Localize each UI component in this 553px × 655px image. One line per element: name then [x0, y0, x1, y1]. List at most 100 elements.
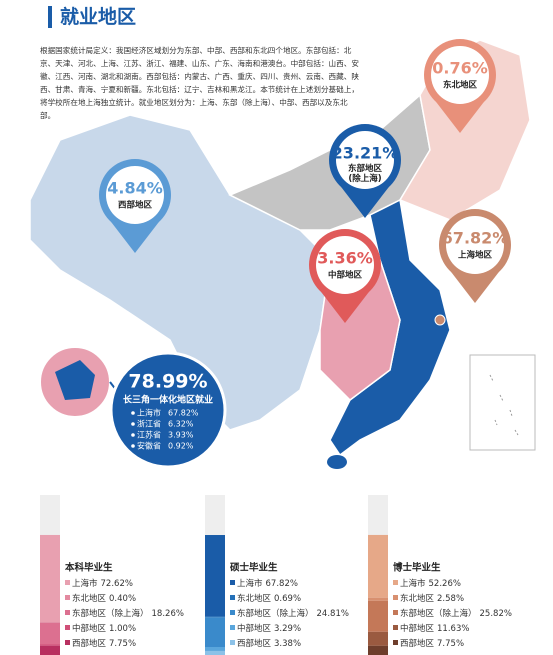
legend-label: 东北地区 2.58% — [400, 593, 464, 604]
pin-face — [336, 131, 394, 189]
chart-title: 博士毕业生 — [393, 562, 441, 574]
bar-segment — [368, 597, 388, 601]
bar-segment — [40, 534, 60, 623]
delta-item-value: 67.82% — [168, 409, 199, 418]
pin-value: 4.84% — [107, 179, 163, 198]
chart-title: 硕士毕业生 — [230, 562, 278, 574]
pin-label: 东部地区(除上海) — [348, 163, 383, 184]
legend-swatch — [230, 580, 235, 585]
bar-segment — [368, 534, 388, 598]
delta-badge — [109, 351, 227, 469]
pin-face — [316, 236, 374, 294]
bar-segment — [368, 631, 388, 646]
bar-segment — [368, 600, 388, 632]
region-pin: 4.84% 西部地区 — [99, 159, 171, 253]
pin-label-line: (除上海) — [348, 173, 381, 184]
legend-value: 3.38% — [274, 639, 301, 649]
delta-item-value: 6.32% — [168, 420, 194, 429]
legend-name: 上海市 — [72, 578, 98, 589]
legend-name: 中部地区 — [400, 623, 435, 634]
pin-label: 中部地区 — [328, 270, 363, 281]
legend-swatch — [230, 610, 235, 615]
legend-name: 西部地区 — [237, 638, 272, 649]
pin-label: 东北地区 — [443, 80, 478, 91]
legend-value: 0.40% — [109, 594, 136, 604]
pin-face — [106, 166, 164, 224]
legend-label: 东部地区（除上海） 18.26% — [72, 608, 184, 619]
legend-label: 中部地区 1.00% — [72, 623, 136, 634]
legend-value: 18.26% — [152, 609, 184, 619]
legend-name: 西部地区 — [400, 638, 435, 649]
shanghai-dot — [434, 314, 446, 326]
legend-label: 东北地区 0.69% — [237, 593, 301, 604]
legend-swatch — [65, 595, 70, 600]
chart-title: 本科毕业生 — [65, 562, 113, 574]
legend-swatch — [393, 595, 398, 600]
legend-name: 上海市 — [237, 578, 263, 589]
delta-item-name: 上海市 — [137, 408, 161, 418]
pin-face — [446, 216, 504, 274]
bar-segment — [40, 622, 60, 645]
legend-name: 中部地区 — [237, 623, 272, 634]
legend-label: 西部地区 7.75% — [72, 638, 136, 649]
bar-segment — [205, 646, 225, 651]
bar-segment — [205, 617, 225, 647]
legend-name: 东北地区 — [72, 593, 107, 604]
legend-swatch — [65, 580, 70, 585]
delta-caption: 长三角一体化地区就业 — [123, 394, 213, 406]
bar-segment — [368, 645, 388, 655]
delta-item-value: 3.93% — [168, 431, 194, 440]
legend-value: 52.26% — [429, 579, 461, 589]
legend-swatch — [230, 625, 235, 630]
legend-label: 西部地区 7.75% — [400, 638, 464, 649]
legend-value: 3.29% — [274, 624, 301, 634]
legend-swatch — [393, 580, 398, 585]
bar-segment — [40, 645, 60, 655]
delta-bullet — [131, 411, 135, 415]
legend-label: 中部地区 11.63% — [400, 623, 469, 634]
legend-label: 东北地区 0.40% — [72, 593, 136, 604]
delta-bullet — [131, 444, 135, 448]
hainan — [327, 455, 347, 469]
region-pin: 3.36% 中部地区 — [309, 229, 381, 323]
legend-value: 0.69% — [274, 594, 301, 604]
pin-label: 西部地区 — [118, 200, 153, 211]
legend-name: 东北地区 — [400, 593, 435, 604]
legend-value: 25.82% — [480, 609, 512, 619]
region-pin: 23.21%东部地区(除上海) — [329, 124, 401, 218]
legend-label: 东部地区（除上海） 24.81% — [237, 608, 349, 619]
legend-value: 24.81% — [317, 609, 349, 619]
legend-swatch — [393, 625, 398, 630]
legend-name: 东部地区（除上海） — [400, 608, 477, 619]
bar-segment — [205, 616, 225, 618]
pin-face — [431, 46, 489, 104]
legend-value: 7.75% — [109, 639, 136, 649]
legend-value: 2.58% — [437, 594, 464, 604]
legend-value: 72.62% — [101, 579, 133, 589]
pin-value: 3.36% — [317, 249, 373, 268]
legend-label: 上海市 52.26% — [400, 578, 461, 589]
pin-value: 23.21% — [332, 144, 399, 163]
delta-shape — [55, 360, 95, 400]
legend-swatch — [65, 640, 70, 645]
bar-segment — [40, 644, 60, 646]
legend-swatch — [230, 595, 235, 600]
legend-name: 东部地区（除上海） — [237, 608, 314, 619]
delta-bullet — [131, 422, 135, 426]
legend-name: 东北地区 — [237, 593, 272, 604]
legend-name: 西部地区 — [72, 638, 107, 649]
pin-label-line: 东部地区 — [348, 163, 383, 174]
legend-value: 11.63% — [437, 624, 469, 634]
legend-swatch — [230, 640, 235, 645]
legend-value: 67.82% — [266, 579, 298, 589]
pin-value: 0.76% — [432, 59, 488, 78]
legend-name: 中部地区 — [72, 623, 107, 634]
legend-name: 东部地区（除上海） — [72, 608, 149, 619]
pin-value: 67.82% — [442, 229, 509, 248]
legend-label: 上海市 67.82% — [237, 578, 298, 589]
legend-label: 中部地区 3.29% — [237, 623, 301, 634]
sea-inset — [469, 354, 536, 451]
bar-segment — [205, 650, 225, 655]
